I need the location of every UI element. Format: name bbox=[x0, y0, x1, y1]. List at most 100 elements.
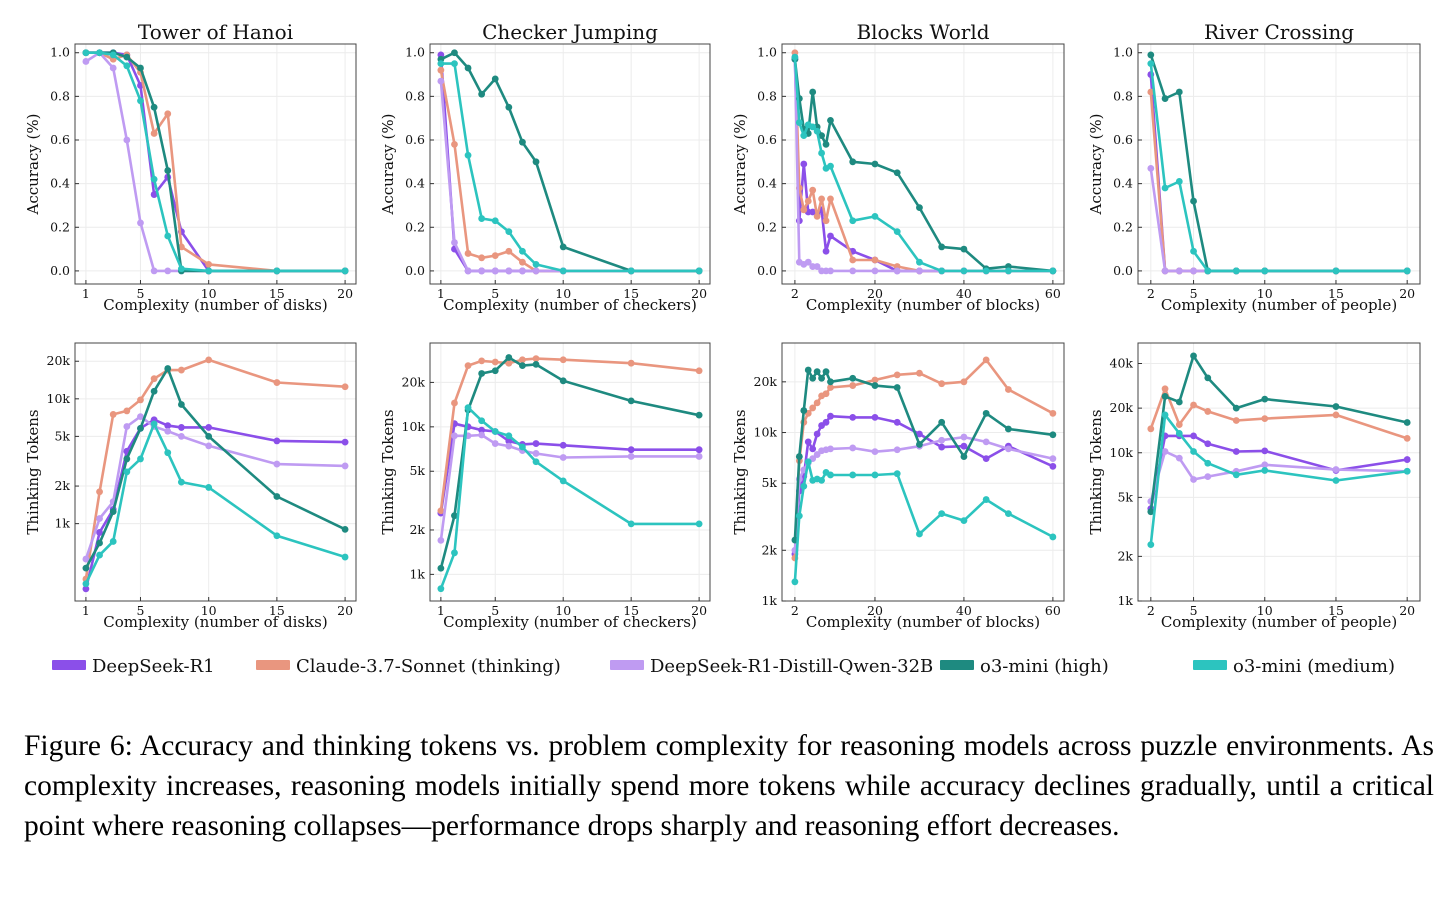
legend-swatch bbox=[256, 660, 290, 670]
data-point bbox=[273, 532, 281, 540]
data-point bbox=[1175, 421, 1183, 428]
x-tick-label: 20 bbox=[867, 603, 883, 618]
data-point bbox=[827, 116, 834, 124]
data-point bbox=[1147, 51, 1155, 59]
chart-title: Checker Jumping bbox=[482, 20, 658, 44]
data-point bbox=[478, 370, 486, 377]
data-point bbox=[893, 418, 901, 426]
x-tick-label: 2 bbox=[791, 603, 799, 618]
series-o3-mini-medium bbox=[791, 458, 1057, 586]
data-point bbox=[809, 374, 817, 382]
data-point bbox=[1049, 455, 1057, 463]
series-line bbox=[439, 68, 701, 273]
x-tick-label: 40 bbox=[956, 286, 972, 301]
y-tick-label: 0.0 bbox=[405, 263, 425, 278]
data-point bbox=[478, 417, 486, 425]
data-point bbox=[1190, 448, 1197, 455]
data-point bbox=[341, 383, 349, 391]
data-point bbox=[960, 378, 968, 386]
data-point bbox=[341, 462, 349, 470]
series-line bbox=[84, 51, 347, 273]
data-point bbox=[818, 149, 825, 157]
y-tick-label: 0.2 bbox=[1113, 219, 1133, 234]
x-tick-label: 10 bbox=[1257, 286, 1273, 301]
x-axis-label: Complexity (number of blocks) bbox=[806, 296, 1040, 314]
data-point bbox=[1049, 462, 1057, 470]
x-tick-label: 20 bbox=[337, 603, 353, 618]
data-point bbox=[123, 62, 131, 70]
data-point bbox=[827, 445, 834, 453]
data-point bbox=[1332, 267, 1340, 275]
data-point bbox=[916, 530, 923, 538]
data-point bbox=[795, 512, 803, 520]
plot-frame bbox=[781, 43, 1065, 285]
data-point bbox=[464, 151, 472, 159]
data-point bbox=[559, 477, 567, 485]
y-tick-label: 2k bbox=[1117, 548, 1133, 563]
data-point bbox=[960, 453, 968, 460]
data-point bbox=[1204, 374, 1212, 382]
plot-frame bbox=[429, 43, 711, 285]
series-o3-mini-high bbox=[1147, 352, 1411, 516]
data-point bbox=[519, 443, 526, 451]
series-o3-mini-high bbox=[82, 49, 349, 275]
data-point bbox=[822, 217, 830, 225]
data-point bbox=[82, 585, 90, 593]
data-point bbox=[532, 355, 540, 363]
data-point bbox=[505, 247, 513, 255]
data-point bbox=[1204, 267, 1212, 275]
data-point bbox=[695, 520, 703, 528]
data-point bbox=[1261, 395, 1269, 403]
data-point bbox=[818, 195, 825, 203]
data-point bbox=[804, 197, 812, 205]
data-point bbox=[1049, 267, 1057, 275]
plot-frame bbox=[781, 342, 1065, 602]
data-point bbox=[478, 90, 486, 98]
legend-item: o3-mini (high) bbox=[940, 656, 1109, 677]
x-tick-label: 15 bbox=[623, 603, 639, 618]
data-point bbox=[813, 368, 821, 375]
data-point bbox=[559, 267, 567, 275]
series-deepseek-r1 bbox=[1147, 71, 1411, 275]
data-point bbox=[205, 442, 213, 450]
data-point bbox=[559, 377, 567, 385]
data-point bbox=[464, 250, 472, 257]
data-point bbox=[982, 455, 990, 463]
y-tick-label: 0.2 bbox=[757, 219, 777, 234]
data-point bbox=[464, 267, 472, 275]
x-axis-label: Complexity (number of disks) bbox=[103, 296, 327, 314]
data-point bbox=[849, 256, 857, 264]
data-point bbox=[491, 252, 499, 260]
data-point bbox=[1204, 440, 1212, 448]
data-point bbox=[822, 368, 830, 375]
data-point bbox=[1332, 477, 1340, 484]
chart-panel-3: 2 20 40 60 0.0 0.2 0.4 0.6 0.8 1.0 Complexity (num… bbox=[731, 20, 1065, 314]
data-point bbox=[532, 267, 540, 275]
series-line bbox=[793, 414, 1055, 556]
data-point bbox=[1332, 466, 1340, 473]
data-point bbox=[96, 49, 103, 57]
chart-panel-4: 2 5 10 15 20 0.0 0.2 0.4 0.6 0.8 1.0 Complexity (nu… bbox=[1087, 20, 1421, 314]
data-point bbox=[1161, 392, 1169, 400]
y-tick-label: 0.2 bbox=[50, 219, 70, 234]
data-point bbox=[960, 517, 968, 525]
data-point bbox=[341, 525, 349, 533]
data-point bbox=[532, 360, 540, 368]
data-point bbox=[109, 508, 117, 515]
series-deepseek-r1-distill-qwen-32b bbox=[791, 433, 1057, 554]
data-point bbox=[273, 460, 281, 468]
plot-frame bbox=[74, 342, 357, 602]
y-tick-label: 0.4 bbox=[50, 176, 70, 191]
y-tick-label: 0.6 bbox=[757, 132, 777, 147]
x-tick-label: 5 bbox=[1190, 603, 1198, 618]
y-tick-label: 0.0 bbox=[1113, 263, 1133, 278]
data-point bbox=[1175, 454, 1183, 462]
data-point bbox=[871, 471, 879, 479]
y-tick-label: 40k bbox=[1110, 356, 1134, 371]
data-point bbox=[1161, 184, 1169, 192]
y-tick-label: 0.8 bbox=[757, 88, 777, 103]
data-point bbox=[1261, 415, 1269, 422]
data-point bbox=[849, 267, 857, 275]
